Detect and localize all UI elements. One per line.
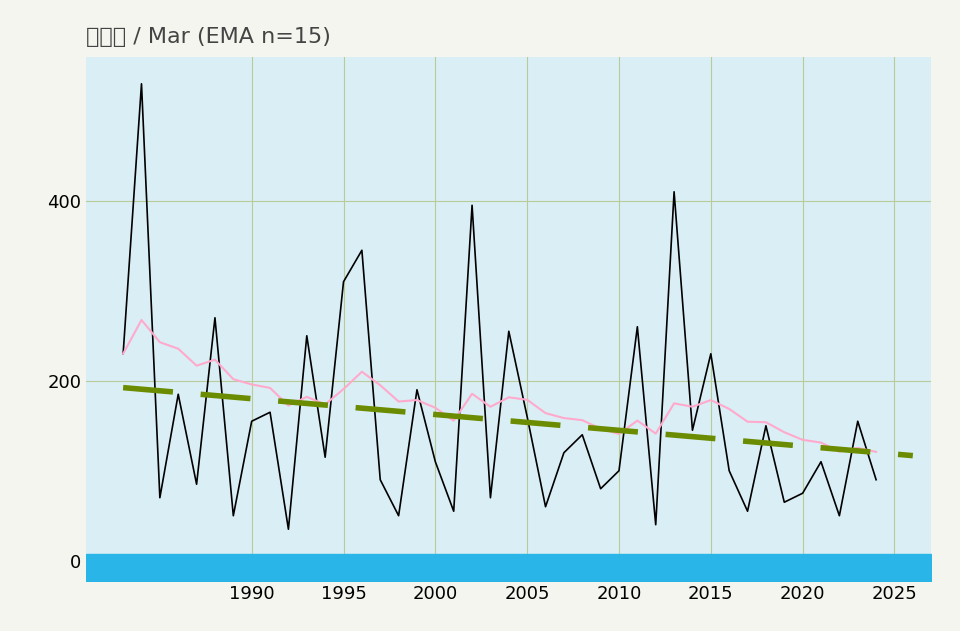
Text: 降雨量 / Mar (EMA n=15): 降雨量 / Mar (EMA n=15) xyxy=(86,27,331,47)
